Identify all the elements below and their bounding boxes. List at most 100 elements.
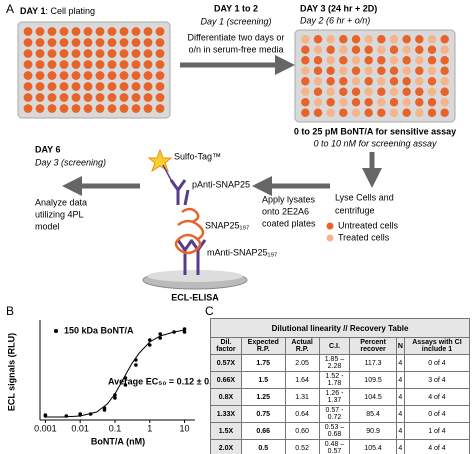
table-cell: 109.5 <box>349 371 397 389</box>
table-cell: 0.8X <box>210 388 242 406</box>
well <box>95 27 105 36</box>
well <box>35 60 45 69</box>
well <box>23 27 33 36</box>
step-text: Analyze data <box>35 197 87 207</box>
well <box>155 38 165 47</box>
well <box>313 45 323 54</box>
well <box>301 56 310 65</box>
well <box>351 45 361 54</box>
table-title: Dilutional linearity // Recovery Table <box>210 318 470 338</box>
well <box>339 56 348 65</box>
well <box>339 77 348 86</box>
well <box>313 35 323 44</box>
dose-text: 0 to 25 pM BoNT/A for sensitive assay <box>294 126 456 136</box>
table-row: 1.33X 0.75 0.64 0.57 - 0.72 85.4 4 0 of 4 <box>210 405 471 423</box>
table-cell: 1.64 <box>284 371 320 389</box>
well <box>35 38 45 47</box>
table-row: Dilutional linearity // Recovery Table <box>210 318 470 338</box>
well <box>389 56 399 65</box>
table-cell: 1.31 <box>284 388 320 406</box>
plate <box>294 29 456 123</box>
well <box>35 27 45 36</box>
day-title: DAY 6 <box>35 144 61 154</box>
well <box>415 87 424 96</box>
well <box>83 82 93 91</box>
well <box>47 82 57 91</box>
well <box>351 77 361 86</box>
day-subtitle: Day 1 (screening) <box>200 16 271 26</box>
well <box>389 98 399 107</box>
well <box>47 104 57 113</box>
well <box>440 108 449 117</box>
well <box>339 45 348 54</box>
well <box>119 38 129 47</box>
legend-swatch <box>326 222 334 230</box>
well <box>440 98 449 107</box>
table-cell: 4 <box>395 439 405 454</box>
table-cell: 4 <box>395 388 405 406</box>
well <box>59 38 69 47</box>
data-point <box>78 412 82 416</box>
well <box>415 98 424 107</box>
table-row: 0.8X 1.25 1.31 1.26 - 1.37 104.5 4 4 of 4 <box>210 388 471 406</box>
well <box>71 71 81 80</box>
well <box>59 93 69 102</box>
well <box>427 87 437 96</box>
well <box>59 104 69 113</box>
well <box>131 104 141 113</box>
well <box>339 87 348 96</box>
well <box>107 104 117 113</box>
table-cell: 1.33X <box>210 405 242 423</box>
table-cell: 0.48 – 0.57 <box>318 439 351 454</box>
well <box>107 93 117 102</box>
well <box>402 98 411 107</box>
well <box>23 49 33 58</box>
well <box>313 108 323 117</box>
well <box>364 66 373 75</box>
well <box>427 66 437 75</box>
table-row: 0.66X 1.5 1.64 1.52 - 1.78 109.5 4 3 of 4 <box>210 371 471 389</box>
table-cell: 0.53 – 0.68 <box>318 422 351 440</box>
well <box>440 35 449 44</box>
well <box>313 87 323 96</box>
table-cell: 90.9 <box>349 422 397 440</box>
table-cell: 0.5 <box>240 439 286 454</box>
well <box>326 56 335 65</box>
data-point <box>147 338 152 342</box>
fit-curve <box>45 329 185 418</box>
data-point <box>182 330 187 334</box>
table-cell: 1.75 <box>240 354 286 372</box>
well <box>301 66 310 75</box>
well <box>364 87 373 96</box>
well <box>95 49 105 58</box>
well <box>351 98 361 107</box>
well <box>119 27 129 36</box>
table-cell: 2.0X <box>210 439 242 454</box>
elisa-illustration <box>142 148 248 290</box>
well <box>377 87 386 96</box>
well <box>59 82 69 91</box>
table-cell: 1.5 <box>240 371 286 389</box>
well <box>427 98 437 107</box>
table-row: 1.5X 0.66 0.60 0.53 – 0.68 90.9 4 1 of 4 <box>210 422 471 440</box>
well <box>326 108 335 117</box>
well <box>95 82 105 91</box>
well <box>427 77 437 86</box>
well <box>339 35 348 44</box>
well <box>313 98 323 107</box>
data-point <box>123 383 128 387</box>
day-subtitle: Day 3 (screening) <box>35 157 106 167</box>
well <box>59 60 69 69</box>
table-cell: 85.4 <box>349 405 397 423</box>
well <box>131 27 141 36</box>
well <box>71 82 81 91</box>
legend-label: Untreated cells <box>338 220 399 230</box>
legend-label: Treated cells <box>338 232 390 242</box>
well <box>131 93 141 102</box>
table-cell: 0 of 4 <box>403 354 471 372</box>
well <box>326 98 335 107</box>
step-text: model <box>35 221 60 231</box>
well <box>155 60 165 69</box>
well <box>35 82 45 91</box>
well <box>339 98 348 107</box>
